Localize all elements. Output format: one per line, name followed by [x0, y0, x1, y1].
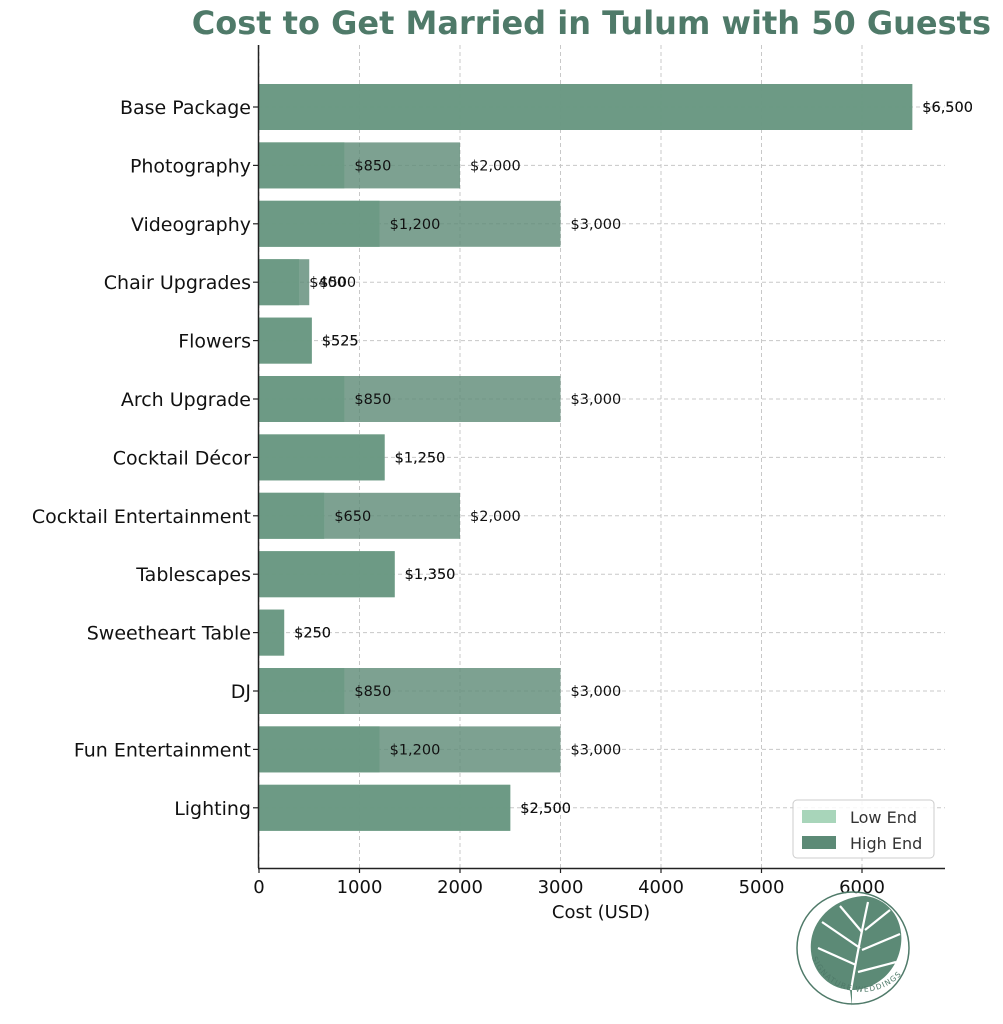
bar-overlap	[259, 434, 385, 481]
data-label-low-end: $2,500	[520, 801, 571, 817]
bar-overlap	[259, 668, 345, 714]
y-tick-label: Cocktail Décor	[113, 447, 251, 469]
y-tick-label: Photography	[130, 155, 251, 177]
x-axis-label: Cost (USD)	[552, 902, 650, 923]
x-tick-label: 4000	[638, 877, 684, 898]
x-tick-label: 5000	[739, 877, 785, 898]
data-label-high-end: $1,350	[405, 567, 456, 583]
data-label-high-end: $525	[322, 334, 359, 350]
data-label-high-end: $3,000	[571, 684, 622, 700]
bar-overlap	[259, 726, 380, 773]
legend-label-low-end: Low End	[850, 808, 917, 827]
bar-overlap	[259, 200, 380, 247]
legend: Low End High End	[792, 799, 935, 859]
data-label-high-end: $6,500	[922, 100, 973, 116]
data-label-low-end: $1,200	[390, 742, 441, 758]
data-label-low-end: $250	[294, 626, 331, 642]
bar-overlap	[259, 142, 345, 189]
y-tick-label: Sweetheart Table	[87, 623, 251, 645]
data-label-low-end: $650	[334, 509, 371, 525]
monstera-leaf-icon	[810, 896, 902, 1006]
data-label-low-end: $1,350	[405, 567, 456, 583]
data-label-high-end: $2,500	[520, 801, 571, 817]
bar-overlap	[259, 784, 511, 831]
data-label-low-end: $525	[322, 334, 359, 350]
bars	[259, 84, 913, 831]
data-label-low-end: $850	[354, 392, 391, 408]
bar-overlap	[259, 84, 913, 130]
bar-overlap	[259, 259, 300, 306]
bar-overlap	[259, 317, 312, 364]
x-tick-label: 1000	[337, 877, 383, 898]
bar-overlap	[259, 492, 325, 539]
data-label-high-end: $3,000	[571, 217, 622, 233]
data-label-high-end: $500	[319, 275, 356, 291]
bar-overlap	[259, 609, 285, 656]
tick-labels: 0 1000 2000 3000 4000 5000 6000 Base Package Pho…	[32, 97, 885, 898]
data-label-low-end: $6,500	[922, 100, 973, 116]
signature-weddings-logo: SIGNATURE WEDDINGS	[796, 891, 910, 1006]
data-label-low-end: $850	[354, 158, 391, 174]
data-label-high-end: $250	[294, 626, 331, 642]
y-tick-label: Arch Upgrade	[121, 389, 251, 411]
x-tick-label: 0	[253, 877, 264, 898]
x-tick-label: 2000	[437, 877, 483, 898]
legend-label-high-end: High End	[850, 834, 922, 853]
bar-overlap	[259, 376, 345, 422]
y-tick-label: Fun Entertainment	[74, 739, 251, 761]
leaf-veins	[817, 901, 901, 991]
legend-swatch-low-end	[802, 810, 836, 823]
data-label-low-end: $1,200	[390, 217, 441, 233]
legend-swatch-high-end	[802, 836, 836, 849]
data-labels: $6,500$6,500$850 $2,000$1,200 $3,000$400$5…	[294, 100, 973, 817]
data-label-high-end: $2,000	[470, 509, 521, 525]
data-label-low-end: $1,250	[395, 450, 446, 466]
y-tick-label: Videography	[131, 214, 251, 236]
data-label-high-end: $2,000	[470, 158, 521, 174]
data-label-high-end: $3,000	[571, 742, 622, 758]
x-tick-label: 3000	[538, 877, 584, 898]
data-label-high-end: $3,000	[571, 392, 622, 408]
data-label-low-end: $850	[354, 684, 391, 700]
y-tick-label: Flowers	[178, 331, 251, 353]
axes	[257, 45, 945, 870]
logo-ring	[796, 891, 910, 1005]
x-tick-label: 6000	[839, 877, 885, 898]
y-tick-label: Cocktail Entertainment	[32, 506, 251, 528]
y-tick-label: Chair Upgrades	[104, 272, 251, 294]
data-label-low-end: $400	[309, 275, 346, 291]
chart-title: Cost to Get Married in Tulum with 50 Gue…	[191, 4, 991, 42]
y-tick-label: Lighting	[174, 798, 251, 820]
data-label-high-end: $1,250	[395, 450, 446, 466]
y-tick-label: DJ	[231, 681, 251, 703]
bar-overlap	[259, 551, 395, 598]
y-tick-label: Tablescapes	[135, 564, 251, 586]
y-tick-label: Base Package	[120, 97, 251, 119]
